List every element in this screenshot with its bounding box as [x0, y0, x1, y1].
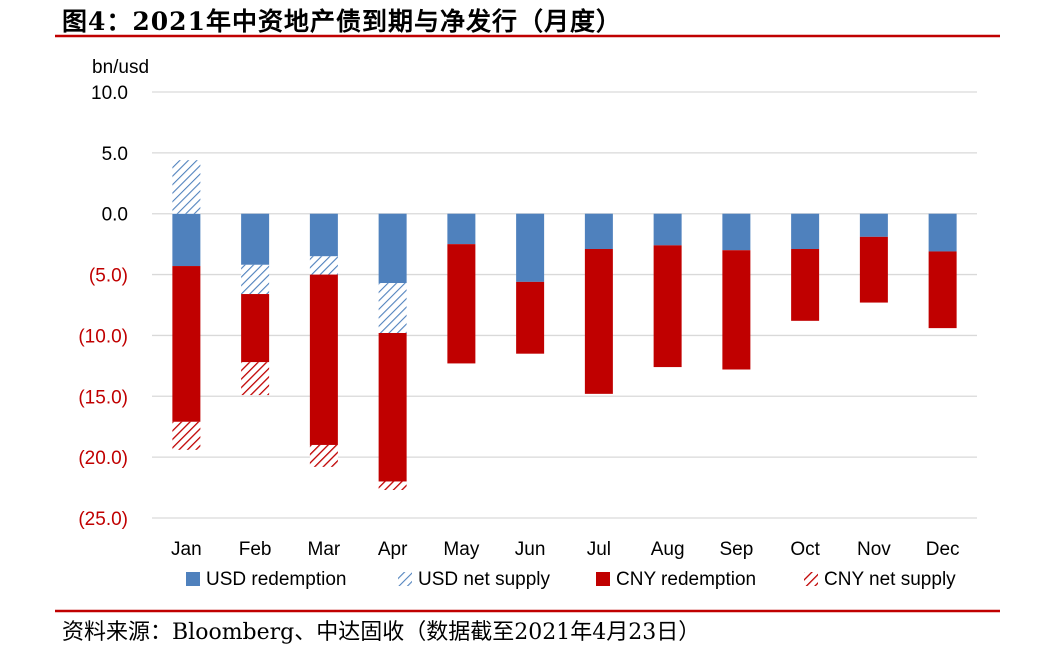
bar-usd-redemption	[309, 213, 338, 257]
bar-cny-redemption	[309, 274, 338, 445]
y-tick-label: 5.0	[102, 144, 128, 165]
bar-cny-redemption	[241, 294, 270, 363]
bar-usd-net-supply	[172, 160, 201, 214]
bar-cny-net-supply	[172, 421, 201, 450]
bar-usd-net-supply	[241, 264, 270, 295]
bar-cny-redemption	[172, 266, 201, 422]
y-tick-label: (25.0)	[78, 509, 128, 530]
bar-usd-net-supply	[309, 256, 338, 275]
bar-usd-redemption	[653, 213, 682, 246]
bar-cny-net-supply	[241, 362, 270, 396]
x-tick-label: Jul	[587, 539, 611, 560]
bar-cny-net-supply	[378, 481, 407, 491]
y-tick-label: (10.0)	[78, 326, 128, 347]
x-tick-label: Dec	[926, 539, 960, 560]
x-axis-ticks: Jan Feb Mar Apr May Jun Jul Aug Sep Oct Nov Dec	[171, 539, 959, 560]
legend-swatch	[596, 572, 610, 586]
bar-cny-redemption	[584, 249, 613, 394]
x-tick-label: Mar	[308, 539, 341, 560]
legend-label: CNY net supply	[824, 569, 956, 590]
x-tick-label: Sep	[719, 539, 753, 560]
bar-usd-redemption	[516, 213, 545, 282]
legend-label: USD net supply	[418, 569, 551, 590]
figure-title: 图4：2021年中资地产债到期与净发行（月度）	[62, 7, 622, 36]
gridlines	[152, 91, 977, 519]
bar-cny-redemption	[722, 250, 751, 370]
bar-cny-redemption	[516, 281, 545, 354]
y-tick-label: 10.0	[91, 83, 128, 104]
x-tick-label: Apr	[378, 539, 408, 560]
legend-swatch	[804, 572, 818, 586]
bar-usd-redemption	[172, 213, 201, 267]
x-tick-label: Jan	[171, 539, 202, 560]
bar-usd-redemption	[584, 213, 613, 250]
source-note: 资料来源：Bloomberg、中达固收（数据截至2021年4月23日）	[62, 620, 701, 645]
legend-label: USD redemption	[206, 569, 346, 590]
y-axis-unit-label: bn/usd	[92, 57, 149, 78]
bar-usd-redemption	[241, 213, 270, 265]
bar-cny-redemption	[791, 249, 820, 321]
y-tick-label: 0.0	[102, 205, 128, 226]
bar-cny-redemption	[447, 244, 476, 364]
bar-usd-redemption	[447, 213, 476, 245]
bar-usd-net-supply	[378, 283, 407, 333]
x-tick-label: May	[443, 539, 479, 560]
legend-label: CNY redemption	[616, 569, 756, 590]
bar-cny-net-supply	[309, 444, 338, 467]
legend-swatch	[398, 572, 412, 586]
y-axis-ticks: 10.0 5.0 0.0 (5.0) (10.0) (15.0) (20.0) (25.0)	[78, 83, 128, 530]
bar-usd-redemption	[791, 213, 820, 250]
y-tick-label: (5.0)	[89, 266, 128, 287]
bar-usd-redemption	[928, 213, 957, 252]
legend-swatch	[186, 572, 200, 586]
y-tick-label: (20.0)	[78, 448, 128, 469]
bar-usd-redemption	[378, 213, 407, 284]
x-tick-label: Jun	[515, 539, 546, 560]
bar-cny-redemption	[653, 245, 682, 368]
bar-cny-redemption	[859, 236, 888, 303]
x-tick-label: Oct	[790, 539, 820, 560]
x-tick-label: Feb	[239, 539, 272, 560]
bars	[172, 160, 957, 491]
y-tick-label: (15.0)	[78, 387, 128, 408]
bar-cny-redemption	[378, 332, 407, 482]
bar-usd-redemption	[859, 213, 888, 237]
x-tick-label: Aug	[651, 539, 685, 560]
legend: USD redemption USD net supply CNY redempti…	[186, 569, 956, 590]
x-tick-label: Nov	[857, 539, 891, 560]
bar-usd-redemption	[722, 213, 751, 251]
bar-cny-redemption	[928, 251, 957, 329]
